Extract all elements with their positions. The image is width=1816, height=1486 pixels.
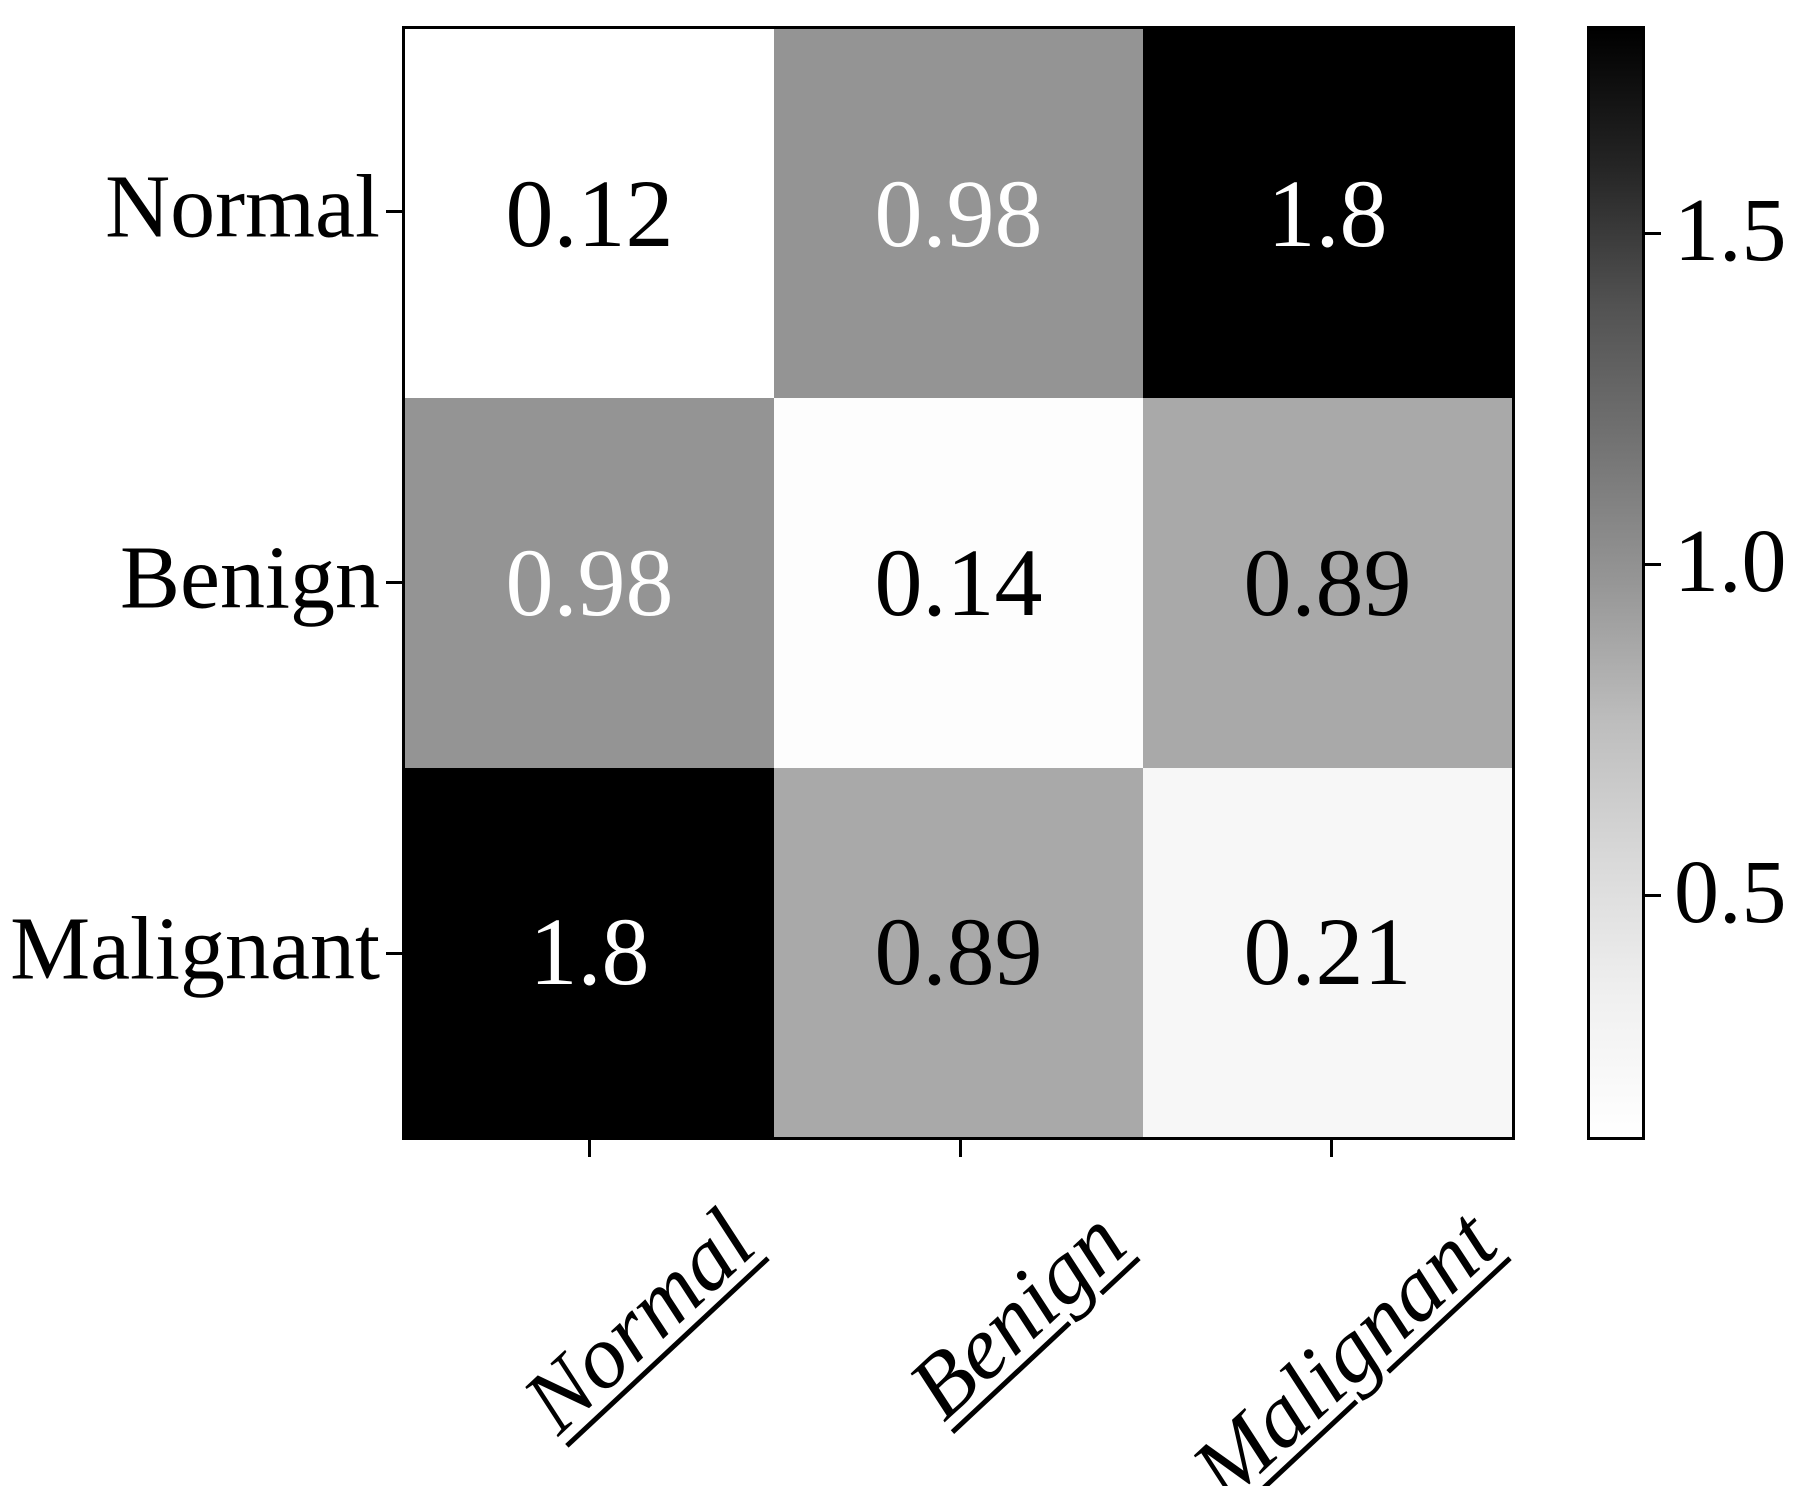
y-axis-label-malignant: Malignant (10, 899, 380, 999)
heatmap-cell-malignant-malignant: 0.21 (1143, 767, 1512, 1137)
heatmap-cell-benign-malignant: 0.89 (1143, 398, 1512, 768)
colorbar-tick-1-0 (1645, 563, 1661, 566)
heatmap-cell-normal-normal: 0.12 (405, 29, 774, 399)
x-axis-label-malignant: Malignant (1173, 1191, 1516, 1486)
colorbar-label-1-5: 1.5 (1674, 181, 1787, 281)
x-axis-label-normal: Normal (504, 1191, 774, 1452)
colorbar-gradient (1587, 26, 1645, 1140)
x-axis-tick-malignant (1330, 1140, 1333, 1157)
colorbar-tick-0-5 (1645, 894, 1661, 897)
heatmap-cell-malignant-normal: 1.8 (405, 767, 774, 1137)
heatmap-cell-benign-normal: 0.98 (405, 398, 774, 768)
colorbar-tick-1-5 (1645, 232, 1661, 235)
x-axis-tick-benign (959, 1140, 962, 1157)
y-axis-tick-benign (386, 581, 403, 584)
x-axis-label-benign: Benign (890, 1191, 1145, 1438)
heatmap-cell-normal-malignant: 1.8 (1143, 29, 1512, 399)
y-axis-tick-normal (386, 210, 403, 213)
heatmap-cell-normal-benign: 0.98 (774, 29, 1143, 399)
y-axis-label-normal: Normal (105, 157, 380, 257)
heatmap-cell-benign-benign: 0.14 (774, 398, 1143, 768)
y-axis-tick-malignant (386, 952, 403, 955)
heatmap-cell-malignant-benign: 0.89 (774, 767, 1143, 1137)
colorbar-label-0-5: 0.5 (1674, 843, 1787, 943)
x-axis-tick-normal (588, 1140, 591, 1157)
colorbar-label-1-0: 1.0 (1674, 512, 1787, 612)
y-axis-label-benign: Benign (120, 528, 380, 628)
heatmap-grid: 0.12 0.98 1.8 0.98 0.14 0.89 1.8 0.89 0.… (402, 26, 1515, 1140)
